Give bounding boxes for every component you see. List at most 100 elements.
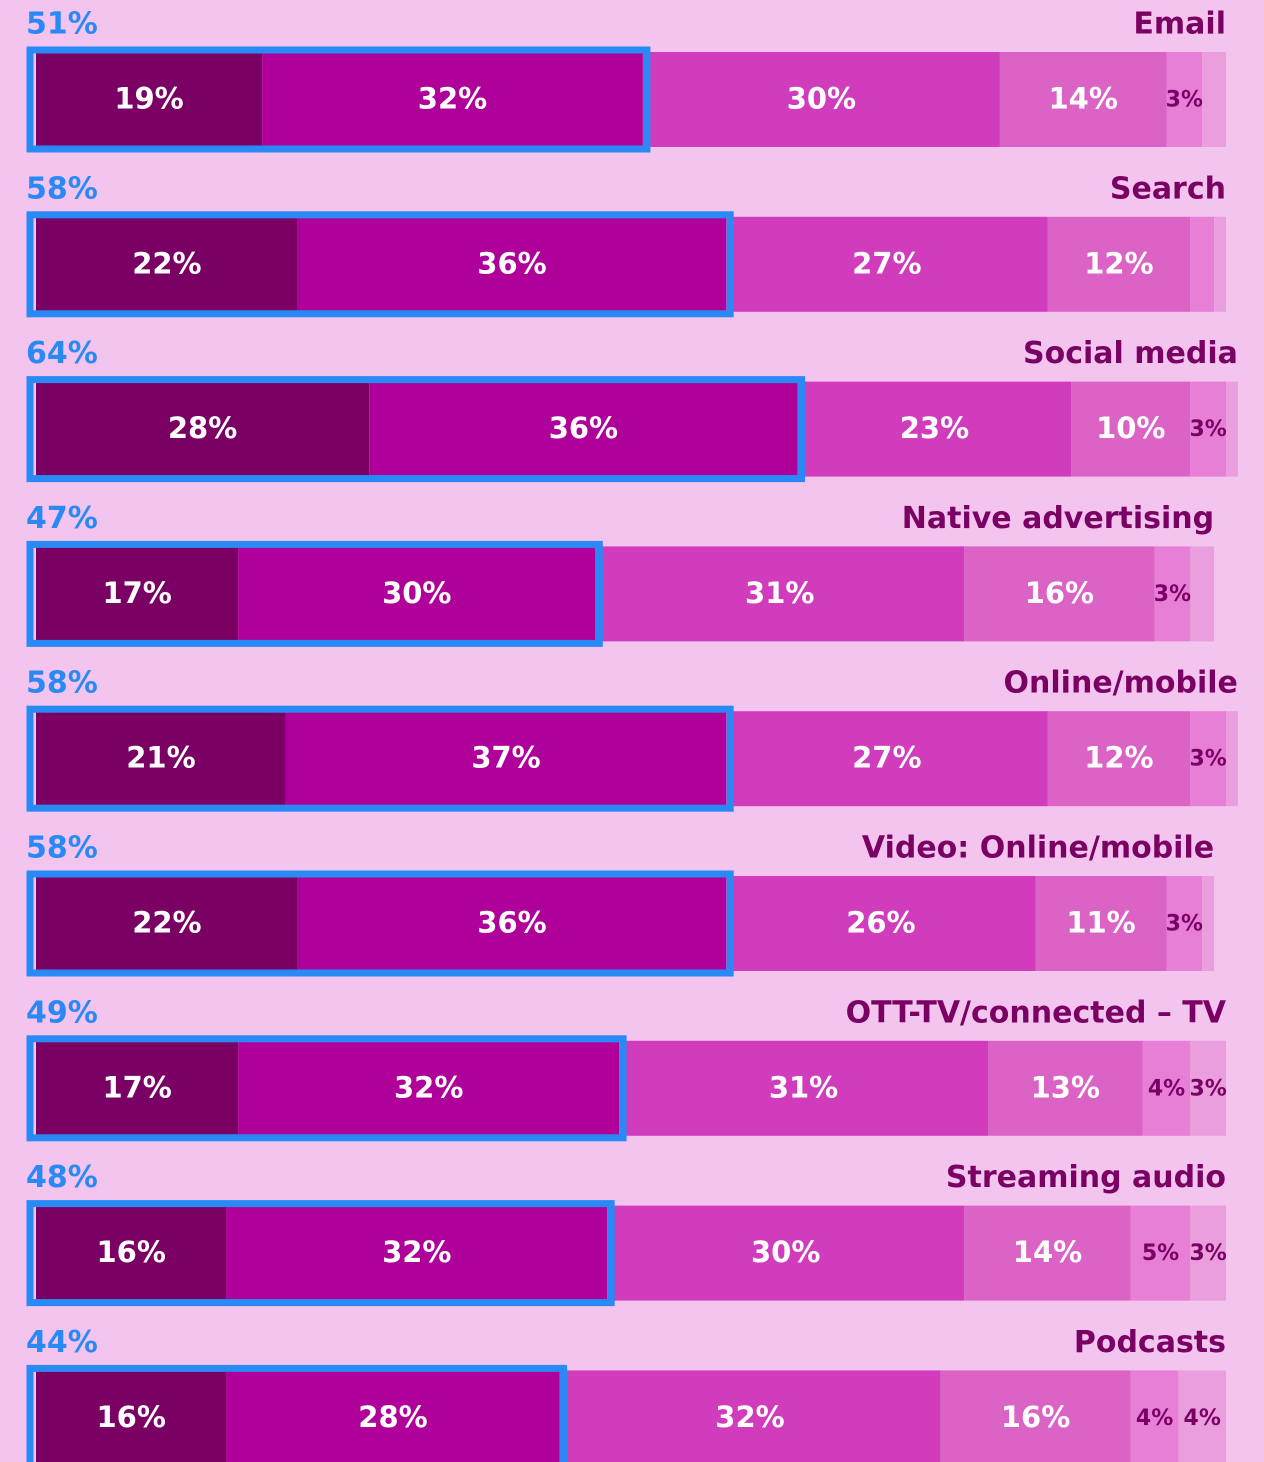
bar-segment xyxy=(726,876,1036,971)
value-label: 32% xyxy=(418,82,487,116)
value-label: 3% xyxy=(1154,582,1191,607)
value-label: 14% xyxy=(1048,82,1117,116)
value-label: 12% xyxy=(1084,246,1153,280)
bar-segment xyxy=(595,546,965,642)
top-two-outline xyxy=(26,211,734,318)
total-label: 48% xyxy=(26,1160,98,1195)
value-label: 17% xyxy=(102,1070,171,1104)
value-label: 27% xyxy=(852,246,921,280)
value-label: 3% xyxy=(1189,417,1226,442)
bar-segment xyxy=(262,52,643,147)
bar-segment xyxy=(1142,1040,1191,1136)
value-label: 19% xyxy=(114,82,183,116)
category-label: OTT-TV/connected – TV xyxy=(846,995,1227,1030)
bar-segment xyxy=(297,216,727,312)
top-two-outline xyxy=(26,870,734,977)
bar-segment xyxy=(285,711,727,807)
bar-segment xyxy=(369,381,798,477)
bar-segment xyxy=(238,546,596,642)
value-label: 36% xyxy=(549,411,618,445)
value-label: 36% xyxy=(477,906,546,940)
category-label: Podcasts xyxy=(1074,1325,1226,1360)
value-label: 11% xyxy=(1066,906,1135,940)
value-label: 14% xyxy=(1013,1235,1082,1269)
value-label: 22% xyxy=(132,246,201,280)
bar-segment xyxy=(1190,1205,1226,1301)
category-label: Video: Online/mobile xyxy=(862,831,1214,866)
top-two-outline xyxy=(26,540,603,647)
category-label: Native advertising xyxy=(902,501,1214,536)
total-label: 44% xyxy=(26,1325,98,1360)
value-label: 16% xyxy=(96,1235,165,1269)
value-label: 37% xyxy=(471,741,540,775)
category-label: Streaming audio xyxy=(946,1160,1226,1195)
value-label: 32% xyxy=(394,1070,463,1104)
category-label: Online/mobile xyxy=(1004,666,1238,701)
category-label: Social media xyxy=(1023,336,1238,371)
value-label: 32% xyxy=(715,1400,784,1434)
top-two-outline xyxy=(26,46,651,153)
bar-segment xyxy=(940,1370,1131,1462)
bar-segment xyxy=(36,1205,227,1301)
bar-segment xyxy=(1190,546,1215,642)
bar-segment xyxy=(964,1205,1131,1301)
top-two-outline xyxy=(26,1035,627,1142)
total-label: 49% xyxy=(26,995,98,1030)
bar-segment xyxy=(1190,216,1215,312)
total-label: 47% xyxy=(26,501,98,536)
bar-segment xyxy=(1226,711,1238,807)
bar-segment xyxy=(1214,216,1226,312)
bar-segment xyxy=(36,876,298,971)
bar-segment xyxy=(36,1040,239,1136)
bar-segment xyxy=(1190,711,1226,807)
bar-segment xyxy=(1226,381,1238,477)
bar-segment xyxy=(1047,711,1191,807)
bar-segment xyxy=(1202,876,1215,971)
bar-segment xyxy=(1130,1205,1191,1301)
value-label: 31% xyxy=(745,576,814,610)
bar-segment xyxy=(1202,52,1226,147)
value-label: 28% xyxy=(168,411,237,445)
bar-segment xyxy=(297,876,727,971)
value-label: 3% xyxy=(1166,88,1203,113)
value-label: 22% xyxy=(132,906,201,940)
value-label: 16% xyxy=(96,1400,165,1434)
value-label: 13% xyxy=(1031,1070,1100,1104)
value-label: 30% xyxy=(382,576,451,610)
value-label: 3% xyxy=(1189,1241,1226,1266)
bar-segment xyxy=(36,52,263,147)
top-two-outline xyxy=(26,376,806,483)
bar-segment xyxy=(1166,876,1203,971)
value-label: 17% xyxy=(102,576,171,610)
bar-segment xyxy=(36,711,286,807)
bar-segment xyxy=(559,1370,941,1462)
value-label: 12% xyxy=(1084,741,1153,775)
total-label: 64% xyxy=(26,336,98,371)
bar-segment xyxy=(988,1040,1143,1136)
bar-segment xyxy=(1047,216,1191,312)
bar-segment xyxy=(607,1205,965,1301)
top-two-outline xyxy=(26,1200,615,1307)
total-label: 58% xyxy=(26,171,98,206)
value-label: 36% xyxy=(477,246,546,280)
bar-segment xyxy=(36,546,239,642)
value-label: 10% xyxy=(1096,411,1165,445)
top-two-outline xyxy=(26,705,734,812)
category-label: Search xyxy=(1110,171,1226,206)
value-label: 4% xyxy=(1136,1406,1173,1431)
value-label: 3% xyxy=(1166,912,1203,937)
bar-segment xyxy=(964,546,1155,642)
value-label: 16% xyxy=(1025,576,1094,610)
bar-segment xyxy=(1071,381,1191,477)
bar-segment xyxy=(726,216,1048,312)
bar-segment xyxy=(1178,1370,1226,1462)
value-label: 28% xyxy=(358,1400,427,1434)
value-label: 4% xyxy=(1148,1076,1185,1101)
value-label: 16% xyxy=(1001,1400,1070,1434)
value-label: 31% xyxy=(769,1070,838,1104)
top-two-outline xyxy=(26,1364,568,1462)
bar-segment xyxy=(36,216,298,312)
total-label: 58% xyxy=(26,831,98,866)
